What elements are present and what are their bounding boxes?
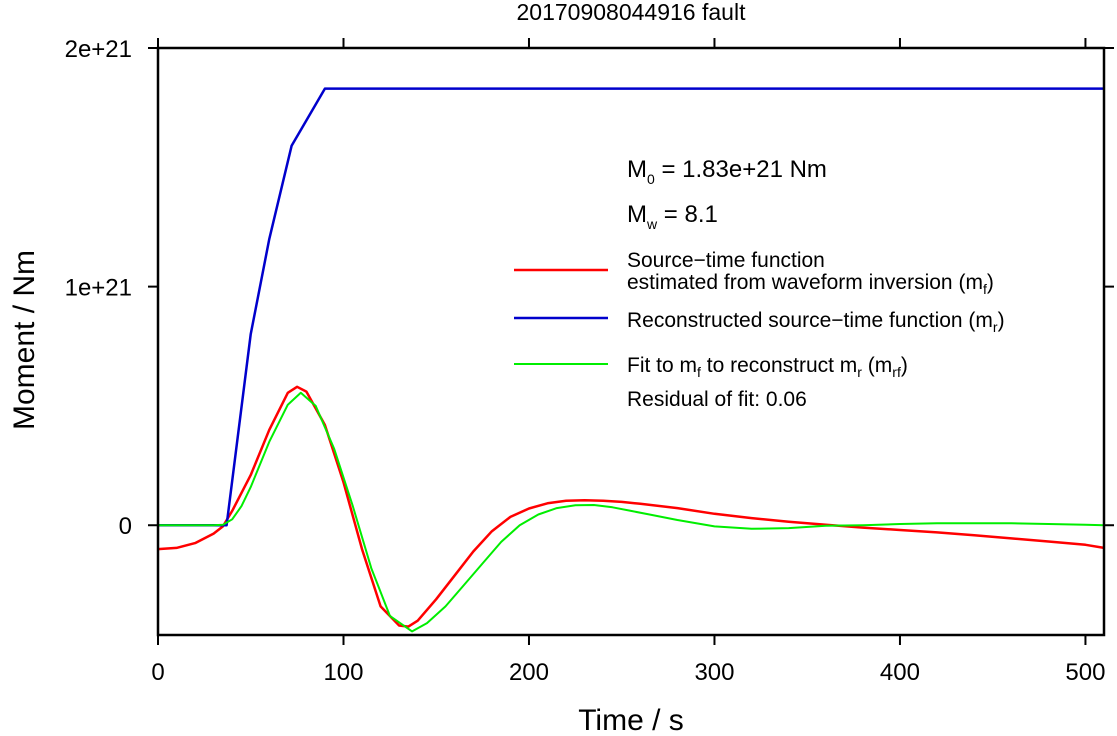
m0-symbol: M [627,156,647,183]
legend-label-source-time-line2: estimated from waveform inversion (mf) [627,271,994,297]
x-axis-title: Time / s [578,704,684,736]
x-tick-label: 500 [1065,659,1105,686]
mw-symbol: M [627,201,647,228]
axis-ticks: 0 100 200 300 400 500 0 1e+21 2e+21 [65,36,1114,686]
y-axis-title: Moment / Nm [8,250,41,430]
x-tick-label: 300 [694,659,734,686]
legend-label-source-time-line1: Source−time function [627,249,825,272]
m0-value: = 1.83e+21 Nm [655,156,827,183]
y-tick-label: 2e+21 [65,36,132,63]
fit-line [158,391,1105,633]
chart-title: 20170908044916 fault [517,0,747,25]
y-tick-label: 1e+21 [65,275,132,302]
x-tick-label: 200 [509,659,549,686]
annotation-block: M0 = 1.83e+21 Nm Mw = 8.1 Residual of fi… [627,156,827,411]
legend-label-fit: Fit to mf to reconstruct mr (mrf) [627,354,908,380]
source-time-function-line [157,385,1105,628]
seismic-moment-annotation: M0 = 1.83e+21 Nm [627,156,827,187]
x-tick-label: 400 [880,659,920,686]
x-tick-label: 100 [323,659,363,686]
legend-label-reconstructed: Reconstructed source−time function (mr) [627,309,1005,335]
fit-residual-annotation: Residual of fit: 0.06 [627,388,807,411]
mw-value: = 8.1 [657,201,718,228]
y-tick-label: 0 [119,513,132,540]
moment-magnitude-annotation: Mw = 8.1 [627,201,718,232]
legend: Source−time function estimated from wave… [514,249,1005,380]
m0-subscript: 0 [647,171,655,187]
plot-frame [156,46,1106,637]
x-tick-label: 0 [151,659,164,686]
reconstructed-line [158,87,1104,527]
mw-subscript: w [646,216,658,232]
series-lines [157,87,1105,633]
